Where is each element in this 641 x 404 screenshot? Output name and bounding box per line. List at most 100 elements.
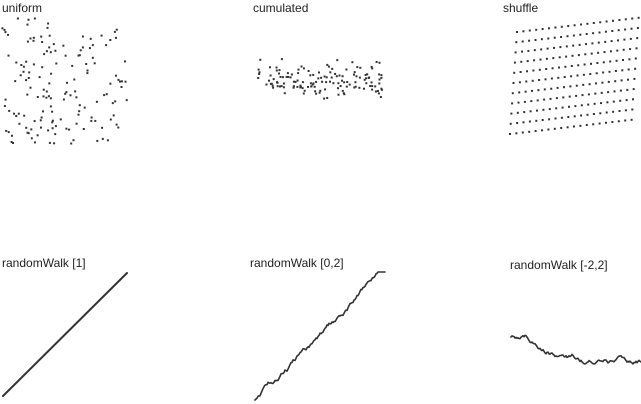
cumulated-point [297, 68, 300, 71]
cumulated-point [309, 74, 312, 77]
random-walk-0-2-line [254, 271, 386, 401]
panel-title-shuffle: shuffle [503, 1, 539, 15]
uniform-point [22, 65, 25, 68]
shuffle-point [622, 48, 625, 51]
cumulated-point [365, 77, 368, 80]
uniform-point [3, 28, 6, 31]
cumulated-point [353, 73, 355, 76]
cumulated-point [280, 85, 283, 88]
shuffle-point [630, 27, 633, 30]
shuffle-point [618, 110, 621, 112]
shuffle-point [513, 61, 516, 64]
cumulated-point [354, 85, 357, 88]
uniform-point [70, 142, 73, 145]
shuffle-point [518, 91, 521, 94]
uniform-point [88, 47, 91, 50]
uniform-point [93, 62, 96, 65]
shuffle-point [634, 67, 637, 70]
cumulated-point [283, 92, 286, 95]
shuffle-point [627, 78, 629, 81]
cumulated-point [356, 66, 359, 69]
shuffle-point [563, 86, 565, 89]
cumulated-point [276, 81, 278, 84]
shuffle-point [554, 26, 557, 29]
cumulated-point [292, 85, 295, 88]
cumulated-point [275, 66, 278, 69]
uniform-point [30, 137, 33, 140]
shuffle-point [605, 111, 608, 114]
shuffle-point [628, 58, 631, 61]
shuffle-point [538, 79, 541, 81]
cumulated-point [375, 61, 378, 63]
uniform-point [45, 90, 48, 93]
shuffle-point [581, 94, 584, 97]
shuffle-point [590, 62, 592, 65]
cumulated-point [341, 79, 343, 82]
uniform-point [109, 39, 112, 41]
shuffle-point [580, 104, 583, 107]
cumulated-point [378, 61, 381, 64]
uniform-point [103, 94, 106, 97]
uniform-point [81, 46, 84, 49]
shuffle-point [566, 35, 569, 38]
uniform-point [14, 80, 17, 83]
shuffle-point [568, 95, 571, 98]
shuffle-point [616, 49, 619, 52]
shuffle-point [589, 73, 592, 75]
shuffle-point [531, 79, 534, 82]
uniform-point [11, 134, 13, 137]
shuffle-point [585, 43, 587, 46]
shuffle-point [536, 99, 539, 102]
shuffle-point [554, 117, 557, 120]
shuffle-point [546, 47, 549, 50]
cumulated-point [343, 81, 346, 84]
shuffle-point [532, 69, 535, 72]
shuffle-point [548, 108, 551, 111]
uniform-scatter [1, 17, 128, 145]
cumulated-point [279, 85, 281, 88]
uniform-point [42, 88, 45, 91]
cumulated-point [268, 79, 270, 82]
uniform-point [43, 53, 46, 56]
cumulated-point [378, 82, 381, 85]
shuffle-point [613, 90, 616, 93]
shuffle-point [577, 54, 580, 57]
shuffle-point [560, 36, 563, 38]
uniform-point [69, 94, 72, 97]
shuffle-point [541, 119, 544, 121]
shuffle-point [572, 44, 575, 47]
cumulated-point [364, 74, 367, 76]
shuffle-point [541, 129, 543, 132]
shuffle-point [569, 85, 572, 88]
uniform-point [54, 125, 57, 128]
shuffle-point [543, 88, 546, 91]
uniform-point [65, 127, 68, 130]
uniform-point [1, 27, 4, 30]
shuffle-point [632, 88, 635, 91]
shuffle-point [631, 108, 634, 111]
uniform-point [23, 114, 26, 117]
shuffle-point [528, 120, 531, 123]
cumulated-point [370, 65, 373, 68]
shuffle-point [606, 101, 609, 104]
uniform-point [3, 105, 6, 107]
uniform-point [38, 76, 41, 79]
shuffle-point [605, 121, 607, 124]
cumulated-point [380, 74, 383, 77]
shuffle-point [519, 71, 522, 73]
uniform-point [26, 40, 29, 43]
uniform-point [112, 114, 115, 117]
shuffle-point [597, 51, 600, 54]
shuffle-point [573, 125, 575, 128]
cumulated-point [345, 68, 348, 71]
cumulated-point [301, 87, 304, 90]
shuffle-point [571, 54, 574, 57]
shuffle-point [583, 63, 586, 66]
cumulated-point [345, 85, 348, 88]
uniform-point [117, 126, 120, 129]
uniform-point [62, 98, 65, 101]
shuffle-point [598, 122, 601, 125]
shuffle-point [514, 51, 517, 54]
shuffle-point [553, 46, 555, 49]
